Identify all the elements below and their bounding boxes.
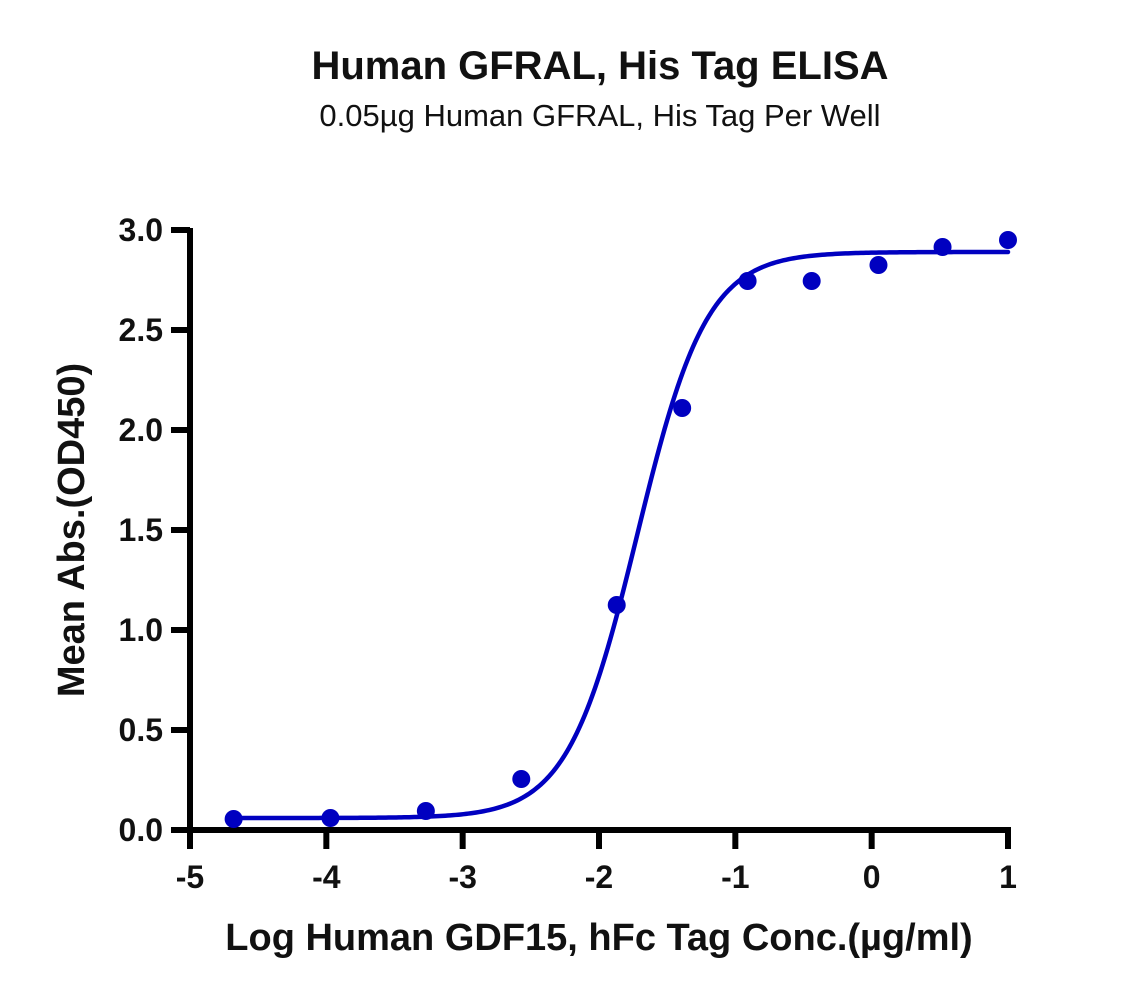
data-point: [869, 256, 888, 274]
data-point: [999, 231, 1017, 249]
x-tick-label: -3: [448, 859, 476, 895]
fit-curve: [231, 249, 1011, 821]
y-tick-label: 1.5: [119, 512, 163, 548]
x-tick-label: -5: [176, 859, 204, 895]
data-point: [673, 399, 692, 417]
x-axis-label: Log Human GDF15, hFc Tag Conc.(µg/ml): [225, 917, 972, 959]
y-axis-label: Mean Abs.(OD450): [51, 363, 93, 697]
y-axis-ticks: 0.0 0.5 1.0 1.5 2.0 2.5 3.0: [119, 212, 190, 848]
y-tick-label: 1.0: [119, 612, 163, 648]
chart-title: Human GFRAL, His Tag ELISA: [311, 44, 889, 88]
x-tick-label: -4: [312, 859, 341, 895]
data-point: [416, 802, 435, 820]
x-tick-label: 1: [999, 859, 1017, 895]
data-point: [224, 810, 243, 828]
data-point: [802, 272, 821, 290]
y-tick-label: 2.5: [119, 312, 163, 348]
data-point: [321, 809, 340, 827]
sigmoid-fit-line: [231, 249, 1011, 821]
x-axis-ticks: -5 -4 -3 -2 -1 0 1: [176, 830, 1017, 895]
data-point: [933, 238, 952, 256]
x-tick-label: -2: [585, 859, 613, 895]
data-points: [224, 231, 1017, 828]
axes: [187, 228, 1011, 833]
x-tick-label: 0: [863, 859, 881, 895]
data-point: [738, 272, 757, 290]
y-tick-label: 3.0: [119, 212, 163, 248]
y-tick-label: 0.5: [119, 712, 163, 748]
data-point: [607, 596, 626, 614]
data-point: [512, 770, 531, 788]
chart-subtitle: 0.05µg Human GFRAL, His Tag Per Well: [319, 98, 881, 133]
y-tick-label: 2.0: [119, 412, 163, 448]
x-tick-label: -1: [721, 859, 749, 895]
y-tick-label: 0.0: [119, 812, 163, 848]
